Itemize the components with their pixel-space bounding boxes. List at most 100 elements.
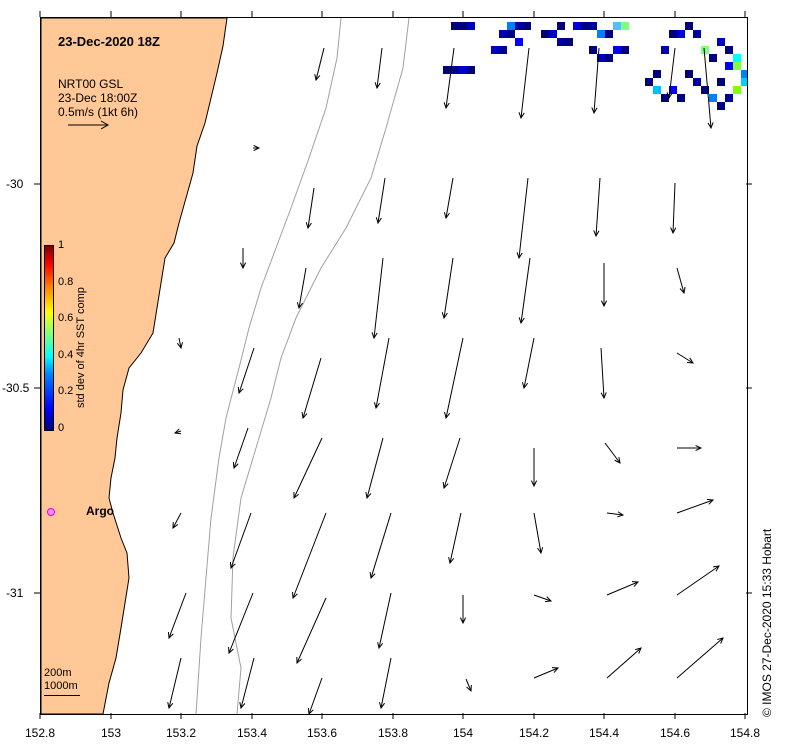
current-arrows bbox=[167, 47, 724, 714]
current-arrow bbox=[379, 657, 392, 710]
current-arrow bbox=[292, 512, 327, 600]
sst-cell bbox=[741, 78, 747, 86]
sst-cell bbox=[717, 38, 725, 46]
current-arrow bbox=[239, 657, 255, 710]
scale-arrow-icon bbox=[68, 120, 110, 130]
sst-cell bbox=[605, 30, 613, 38]
x-tick: 152.8 bbox=[24, 726, 56, 740]
legend-product: NRT00 GSL bbox=[58, 77, 124, 91]
current-arrow bbox=[533, 667, 560, 679]
current-arrow bbox=[253, 144, 261, 152]
sst-cell bbox=[515, 38, 523, 46]
current-arrow bbox=[167, 657, 182, 710]
sst-cell bbox=[709, 54, 717, 62]
current-arrow bbox=[296, 597, 327, 665]
current-arrow bbox=[522, 337, 535, 390]
current-arrow bbox=[459, 595, 467, 625]
colorbar-tick: 0.4 bbox=[58, 349, 74, 361]
sst-cell bbox=[597, 54, 605, 62]
current-arrow bbox=[441, 257, 454, 320]
sst-cell bbox=[597, 30, 605, 38]
sst-cell bbox=[733, 86, 741, 94]
map-frame bbox=[40, 17, 748, 715]
x-tick: 153.8 bbox=[377, 726, 409, 740]
current-arrow bbox=[533, 594, 553, 603]
current-arrow bbox=[443, 177, 454, 220]
map-title: 23-Dec-2020 18Z bbox=[58, 34, 160, 49]
sst-cell bbox=[645, 78, 653, 86]
x-tick: 153 bbox=[100, 726, 122, 740]
sst-cell bbox=[621, 46, 629, 54]
sst-cell bbox=[467, 22, 475, 30]
colorbar-tick: 0.6 bbox=[58, 312, 74, 324]
current-arrow bbox=[301, 357, 322, 420]
current-arrow bbox=[442, 437, 461, 490]
sst-cell bbox=[515, 22, 523, 30]
current-arrow bbox=[465, 678, 472, 693]
sst-cell bbox=[613, 46, 621, 54]
x-tick: 154.2 bbox=[518, 726, 550, 740]
sst-cell bbox=[733, 54, 741, 62]
sst-cell bbox=[685, 22, 693, 30]
sst-cell bbox=[557, 38, 565, 46]
sst-cell bbox=[581, 22, 589, 30]
current-arrow bbox=[676, 267, 686, 295]
current-arrow bbox=[377, 592, 392, 650]
current-arrow bbox=[604, 442, 621, 464]
current-arrow bbox=[533, 512, 544, 555]
colorbar-tick: 0.2 bbox=[58, 385, 74, 397]
current-arrow bbox=[374, 47, 383, 90]
argo-float-marker bbox=[47, 508, 55, 516]
current-arrow bbox=[167, 592, 187, 640]
sst-cell bbox=[669, 30, 677, 38]
current-arrow bbox=[518, 257, 531, 325]
sst-cell bbox=[459, 22, 467, 30]
current-arrow bbox=[703, 47, 714, 130]
sst-cell bbox=[451, 66, 459, 74]
sst-cell bbox=[565, 38, 573, 46]
current-arrow bbox=[176, 337, 183, 350]
current-arrow bbox=[448, 512, 462, 565]
current-arrow bbox=[593, 177, 601, 238]
colorbar-tick: 0.8 bbox=[58, 276, 74, 288]
map-canvas bbox=[41, 18, 747, 714]
x-tick: 153.2 bbox=[165, 726, 197, 740]
sst-cell bbox=[605, 54, 613, 62]
current-arrow bbox=[606, 647, 642, 679]
current-arrow bbox=[365, 437, 384, 500]
legend-time: 23-Dec 18:00Z bbox=[58, 91, 138, 105]
y-tick: -30.5 bbox=[2, 381, 30, 395]
current-arrow bbox=[516, 177, 529, 260]
sst-cell bbox=[677, 30, 685, 38]
current-arrow bbox=[228, 592, 254, 655]
x-tick: 153.6 bbox=[306, 726, 338, 740]
isobath-200m-label: 200m bbox=[44, 667, 72, 679]
sst-cell bbox=[499, 30, 507, 38]
current-arrow bbox=[670, 182, 677, 235]
current-arrow bbox=[676, 637, 724, 679]
sst-cell bbox=[613, 22, 621, 30]
sst-cell bbox=[701, 86, 709, 94]
current-arrow bbox=[173, 428, 182, 435]
current-arrow bbox=[591, 47, 600, 115]
sst-cell bbox=[725, 46, 733, 54]
sst-cell bbox=[733, 62, 741, 70]
sst-cell bbox=[741, 70, 747, 78]
isobath-200m bbox=[195, 18, 342, 714]
sst-cell bbox=[499, 46, 507, 54]
isobath-1000m-label: 1000m bbox=[44, 680, 78, 692]
current-arrow bbox=[443, 47, 455, 110]
sst-cell bbox=[693, 78, 701, 86]
sst-cell bbox=[669, 86, 677, 94]
isobath-legend: 200m 1000m bbox=[44, 667, 78, 693]
current-arrow bbox=[676, 352, 694, 364]
sst-cell bbox=[523, 22, 531, 30]
sst-cell bbox=[653, 86, 661, 94]
current-arrow bbox=[172, 512, 182, 530]
current-arrow bbox=[676, 565, 720, 596]
sst-cell bbox=[693, 30, 701, 38]
current-arrow bbox=[369, 512, 392, 580]
sst-cell bbox=[661, 94, 669, 102]
current-arrow bbox=[314, 47, 325, 82]
